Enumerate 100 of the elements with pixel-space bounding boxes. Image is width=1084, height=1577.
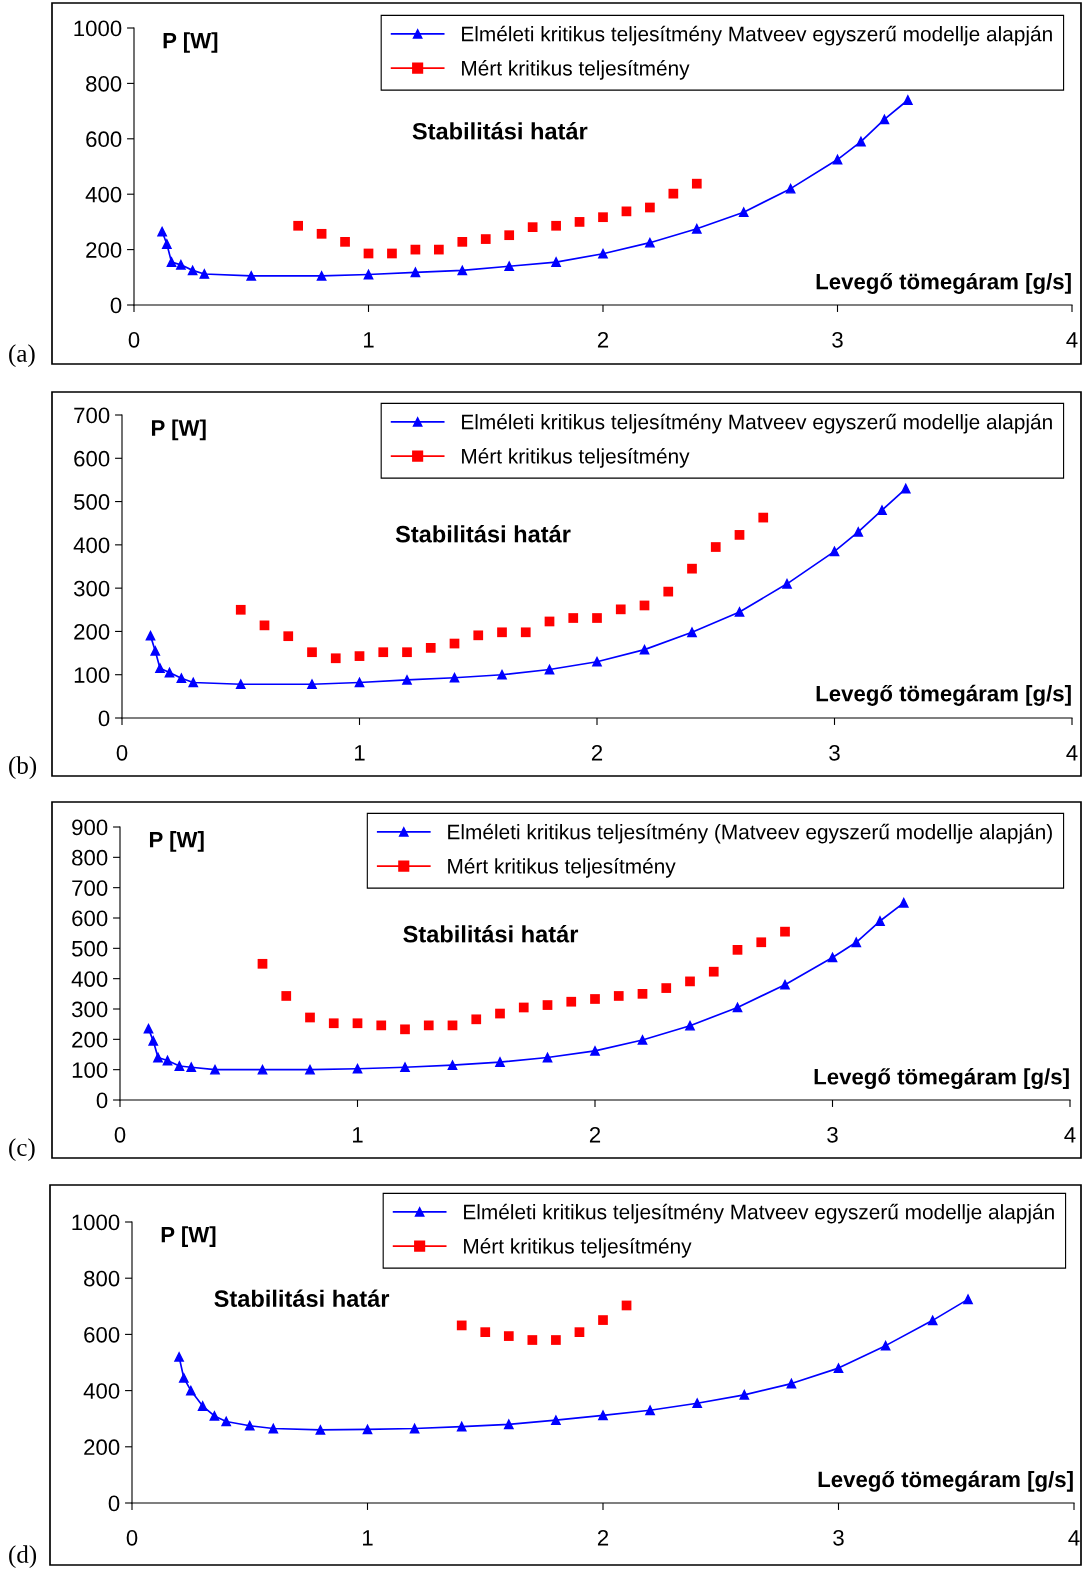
legend-label: Mért kritikus teljesítmény [464,1238,692,1258]
point [305,1012,315,1023]
x-tick-label: 3 [833,1529,844,1546]
point [188,677,199,688]
point [209,1411,220,1421]
point [473,630,484,641]
x-tick-label: 0 [126,1529,138,1546]
point [827,952,838,963]
point [598,1315,608,1325]
point [551,1335,561,1345]
point [495,1008,505,1019]
point [456,1320,467,1331]
point [574,217,585,227]
point [879,114,890,125]
y-tick-label: 600 [74,450,110,467]
point [174,1352,184,1362]
point [504,230,515,241]
point [449,672,460,683]
x-tick-label: 4 [1064,1127,1076,1143]
point [257,958,268,969]
point [832,154,843,165]
point [176,259,186,270]
point [197,1401,208,1411]
y-tick-label: 400 [85,186,122,203]
point [691,178,702,189]
point [708,966,719,977]
legend-label: Mért kritikus teljesítmény [462,60,690,80]
point [780,926,790,937]
x-tick-label: 0 [128,331,140,348]
point [851,937,862,948]
point [199,269,210,279]
point [877,505,887,516]
point [471,1014,482,1025]
point [457,236,468,247]
x-tick-label: 4 [1066,745,1078,761]
point [734,607,745,617]
point [402,647,412,658]
x-tick-label: 3 [832,331,843,348]
point [900,483,911,494]
point [166,257,177,267]
point [145,630,156,641]
point [328,1018,339,1029]
point [963,1294,973,1305]
x-tick-label: 1 [353,1127,363,1143]
text: (c) [9,1138,35,1161]
point [221,1416,232,1427]
point [378,647,389,658]
point [447,1060,458,1070]
point [497,627,507,638]
point [143,1023,154,1034]
point [880,1340,891,1351]
point [495,1057,505,1067]
point [687,563,697,574]
y-tick-label: 600 [84,1326,120,1343]
point [281,991,292,1001]
text: (d) [9,1545,37,1568]
x-tick-label: 2 [591,744,603,761]
point [178,1373,189,1383]
y-tick-label: 200 [84,1439,120,1456]
y-tick-label: 500 [74,494,110,510]
point [645,202,655,213]
point [354,677,365,688]
y-tick-label: 700 [74,407,110,424]
point [155,663,165,674]
point [425,643,436,653]
y-tick-label: 100 [72,1062,108,1078]
text: (a) [9,344,35,367]
y-tick-label: 200 [74,623,110,640]
point [551,1415,561,1425]
point [186,1385,196,1396]
point [710,542,721,552]
y-tick-label: 400 [73,537,110,554]
point [518,1002,529,1013]
point [244,1420,255,1431]
point [645,1405,655,1416]
x-axis-title: Levegő tömegáram [g/s] [816,272,1071,294]
point [410,267,421,278]
y-tick-label: 600 [72,910,108,927]
y-tick-label: 1000 [74,20,122,37]
point [316,228,327,239]
point [615,604,626,615]
y-tick-label: 700 [72,880,108,896]
point [293,220,304,231]
point [542,1000,553,1010]
point [637,988,648,999]
point [927,1315,938,1326]
point [613,991,624,1001]
point [568,613,579,623]
point [257,1064,268,1075]
point [503,1419,514,1430]
legend-label: Elméleti kritikus teljesítmény Matveev egyszerű modellje alapján [462,413,1052,434]
point [456,1421,467,1432]
text: (b) [9,756,37,779]
x-tick-label: 2 [589,1126,601,1143]
point [592,613,602,623]
point [661,983,672,993]
x-axis-title: Levegő tömegáram [g/s] [814,1068,1069,1090]
x-tick-label: 3 [829,744,840,761]
point [376,1020,387,1031]
y-tick-label: 400 [71,971,108,987]
